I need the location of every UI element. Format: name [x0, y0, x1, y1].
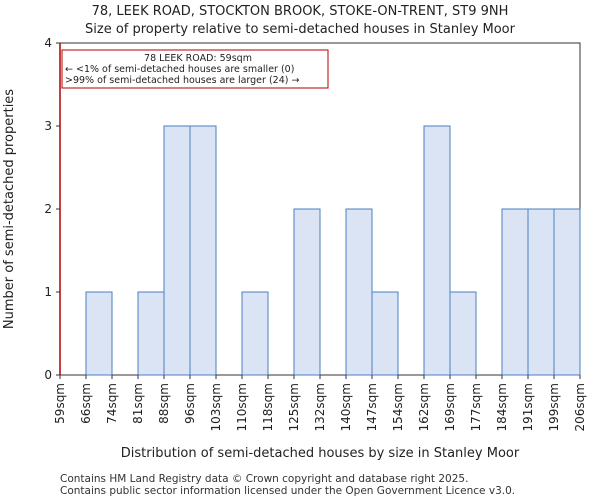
x-tick-label-199sqm: 199sqm: [547, 383, 561, 431]
x-tick-label-81sqm: 81sqm: [131, 383, 145, 424]
bar-81sqm: [137, 291, 165, 376]
bar-147sqm: [371, 291, 399, 376]
x-tick-label-66sqm: 66sqm: [79, 383, 93, 424]
annotation-box: [61, 49, 329, 89]
x-tick-label-88sqm: 88sqm: [157, 383, 171, 424]
x-tick-label-140sqm: 140sqm: [339, 383, 353, 431]
y-tick-label-1: 1: [44, 285, 52, 299]
y-tick-label-0: 0: [44, 368, 52, 382]
x-tick-label-103sqm: 103sqm: [209, 383, 223, 431]
x-tick-label-59sqm: 59sqm: [53, 383, 67, 424]
x-tick-label-96sqm: 96sqm: [183, 383, 197, 424]
y-axis-label: Number of semi-detached properties: [2, 89, 17, 329]
x-tick-label-74sqm: 74sqm: [105, 383, 119, 424]
x-tick-label-191sqm: 191sqm: [521, 383, 535, 431]
chart-title-line1: 78, LEEK ROAD, STOCKTON BROOK, STOKE-ON-…: [91, 4, 509, 19]
annotation-line3: >99% of semi-detached houses are larger …: [65, 75, 299, 86]
chart-title-line2: Size of property relative to semi-detach…: [85, 22, 515, 37]
y-tick-label-4: 4: [44, 36, 52, 50]
footer-line2: Contains public sector information licen…: [60, 485, 516, 497]
x-tick-label-169sqm: 169sqm: [443, 383, 457, 431]
x-tick-label-147sqm: 147sqm: [365, 383, 379, 431]
x-tick-label-184sqm: 184sqm: [495, 383, 509, 431]
bar-191sqm: [527, 208, 555, 376]
x-tick-label-110sqm: 110sqm: [235, 383, 249, 431]
bar-169sqm: [449, 291, 477, 376]
x-tick-label-162sqm: 162sqm: [417, 383, 431, 431]
annotation-line1: 78 LEEK ROAD: 59sqm: [144, 53, 252, 64]
bar-140sqm: [345, 208, 373, 376]
bar-110sqm: [241, 291, 269, 376]
bar-184sqm: [501, 208, 529, 376]
x-tick-label-132sqm: 132sqm: [313, 383, 327, 431]
x-tick-label-154sqm: 154sqm: [391, 383, 405, 431]
x-tick-label-206sqm: 206sqm: [573, 383, 587, 431]
annotation-line2: ← <1% of semi-detached houses are smalle…: [65, 64, 294, 75]
x-tick-label-118sqm: 118sqm: [261, 383, 275, 431]
x-axis-label: Distribution of semi-detached houses by …: [121, 446, 520, 461]
y-tick-label-3: 3: [44, 119, 52, 133]
y-tick-label-2: 2: [44, 202, 52, 216]
bar-162sqm: [423, 125, 451, 376]
footer-line1: Contains HM Land Registry data © Crown c…: [60, 473, 469, 485]
bar-125sqm: [293, 208, 321, 376]
x-tick-label-125sqm: 125sqm: [287, 383, 301, 431]
bar-199sqm: [553, 208, 581, 376]
bar-96sqm: [189, 125, 217, 376]
bar-66sqm: [85, 291, 113, 376]
bar-88sqm: [163, 125, 191, 376]
x-tick-label-177sqm: 177sqm: [469, 383, 483, 431]
